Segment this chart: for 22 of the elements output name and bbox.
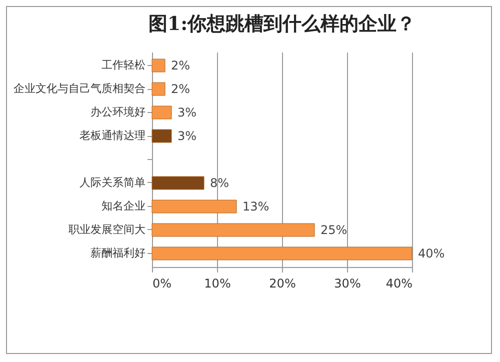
data-label: 3% (178, 106, 197, 120)
y-tick-label: 老板通情达理 (80, 129, 146, 142)
chart-title: 图1:你想跳槽到什么样的企业？ (148, 13, 416, 35)
x-tick-label: 10% (204, 276, 231, 290)
data-label: 8% (210, 176, 230, 190)
y-tick-label: 办公环境好 (90, 106, 146, 119)
x-tick-label: 0% (152, 276, 172, 290)
y-tick-label: 职业发展空间大 (68, 222, 146, 236)
y-tick-label: 企业文化与自己气质相契合 (14, 82, 146, 96)
data-label: 25% (320, 222, 348, 237)
y-tick-label: 知名企业 (102, 199, 146, 212)
data-label: 3% (178, 129, 197, 144)
x-tick-label: 40% (386, 276, 412, 290)
y-tick-label: 人际关系简单 (80, 176, 146, 189)
y-tick-label: 薪酬福利好 (90, 246, 146, 260)
data-label: 2% (171, 58, 190, 73)
data-label: 2% (171, 82, 190, 96)
data-label: 13% (242, 199, 270, 214)
y-tick-label: 工作轻松 (102, 58, 146, 72)
data-label: 40% (418, 246, 445, 260)
x-tick-label: 20% (269, 276, 296, 290)
x-tick-label: 30% (334, 276, 361, 290)
